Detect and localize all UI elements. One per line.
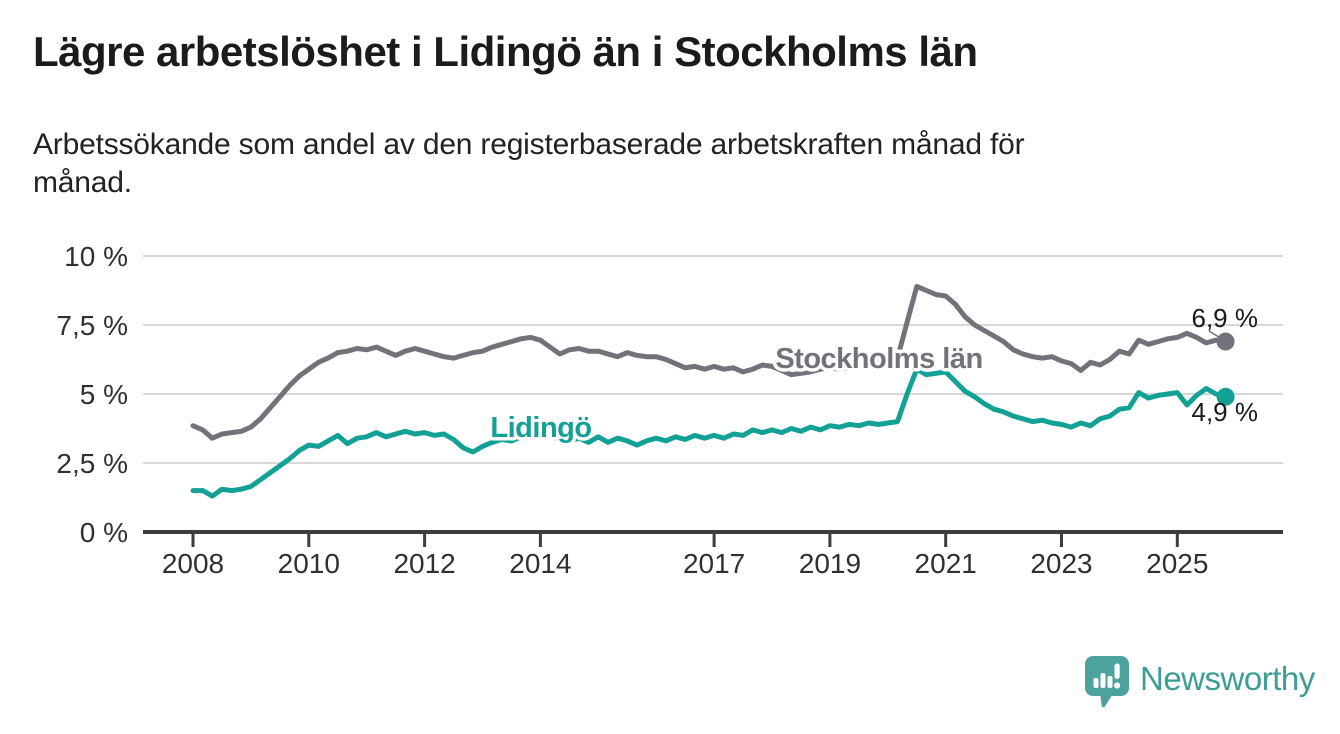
x-axis-label: 2010 — [278, 548, 340, 579]
series-layer — [190, 283, 1229, 499]
x-axis-label: 2025 — [1146, 548, 1208, 579]
endpoint-dot — [1216, 387, 1235, 406]
x-axis-label: 2017 — [683, 548, 745, 579]
end-value-label-lidingo: 4,9 % — [1192, 397, 1259, 427]
newsworthy-logo: Newsworthy — [1085, 656, 1315, 708]
axis-layer: 0 % 2,5 % 5 % 7,5 % 10 % 2008 2010 2012 2014 2017… — [56, 241, 1283, 579]
end-label-leader-line — [1208, 330, 1223, 340]
y-axis-label: 10 % — [64, 241, 128, 272]
series-line — [190, 366, 1229, 499]
x-axis-label: 2014 — [509, 548, 571, 579]
x-axis-label: 2021 — [915, 548, 977, 579]
endpoint-dot — [1216, 332, 1235, 351]
x-axis-label: 2023 — [1030, 548, 1092, 579]
y-axis-label: 2,5 % — [56, 448, 128, 479]
newsworthy-bubble-chart-icon — [1085, 656, 1129, 708]
chart-subtitle: Arbetssökande som andel av den registerb… — [33, 128, 1025, 199]
x-axis-label: 2012 — [393, 548, 455, 579]
unemployment-line-chart: 0 % 2,5 % 5 % 7,5 % 10 % 2008 2010 2012 2014 2017… — [56, 241, 1283, 579]
gridlines-layer — [143, 255, 1283, 464]
series-line — [190, 283, 1229, 441]
y-axis-label: 0 % — [80, 517, 128, 548]
newsworthy-logo-text: Newsworthy — [1140, 660, 1315, 697]
endpoint-dots-layer — [1216, 332, 1235, 406]
y-axis-label: 7,5 % — [56, 310, 128, 341]
page-title: Lägre arbetslöshet i Lidingö än i Stockh… — [33, 28, 978, 75]
series-label-stockholms-lan: Stockholms län — [775, 343, 982, 375]
x-axis-label: 2019 — [799, 548, 861, 579]
x-axis-label: 2008 — [162, 548, 224, 579]
series-label-lidingo: Lidingö — [490, 412, 591, 444]
y-axis-label: 5 % — [80, 379, 128, 410]
end-value-label-stockholms-lan: 6,9 % — [1192, 303, 1259, 333]
